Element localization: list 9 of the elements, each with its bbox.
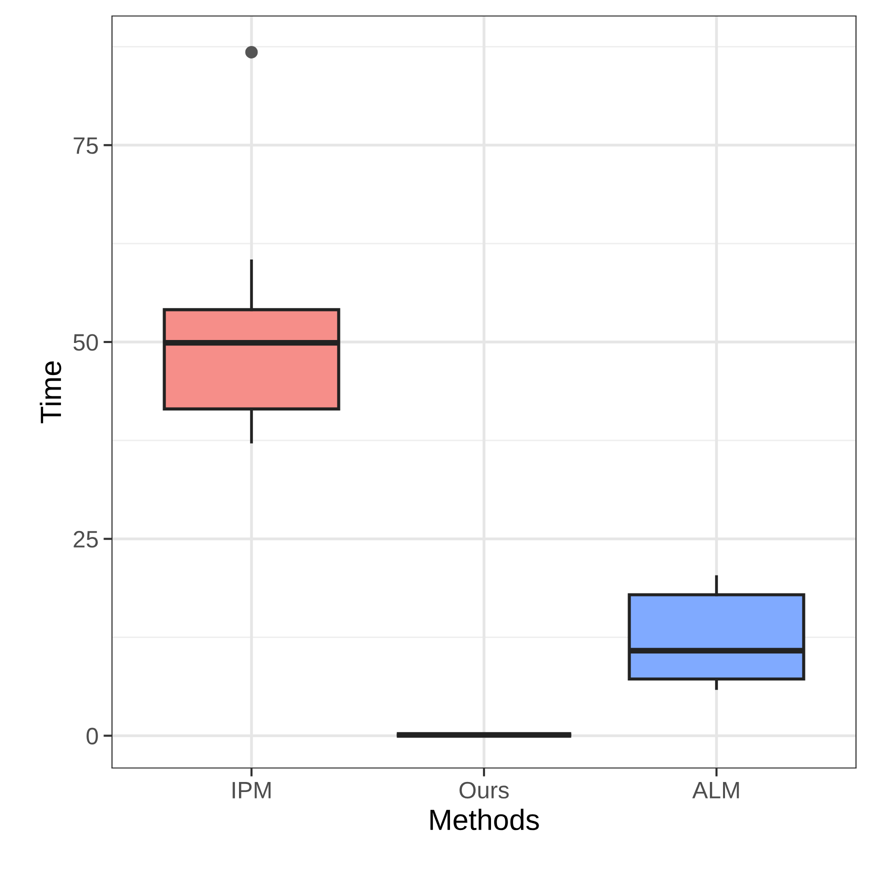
x-axis-title: Methods bbox=[430, 808, 539, 830]
x-tick-label: ALM bbox=[692, 782, 739, 798]
x-tick-label: IPM bbox=[232, 782, 271, 798]
y-tick-label: 75 bbox=[74, 137, 98, 154]
y-tick-label: 0 bbox=[86, 728, 98, 745]
y-tick-label: 50 bbox=[73, 334, 98, 351]
y-tick-label: 25 bbox=[74, 530, 98, 548]
x-tick-label: Ours bbox=[460, 782, 509, 799]
y-axis-title: Time bbox=[40, 361, 62, 424]
